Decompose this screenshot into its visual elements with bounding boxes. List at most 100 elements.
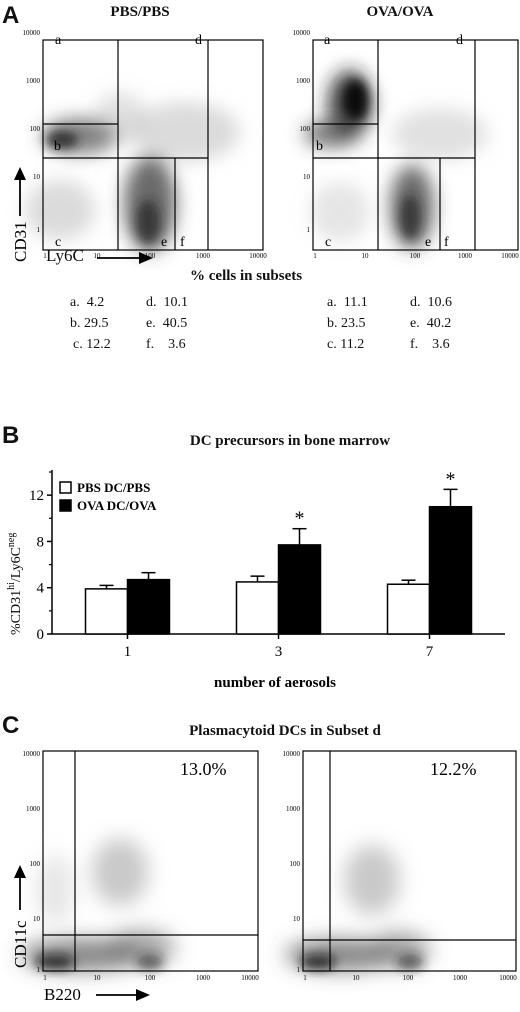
panel-c-xlabel: B220 bbox=[44, 985, 81, 1004]
subsets-title: % cells in subsets bbox=[190, 268, 303, 284]
c-left-ytick: 10000 bbox=[23, 750, 41, 758]
right-subset-col1: a. 11.1 b. 23.5 c. 11.2 bbox=[327, 295, 368, 358]
right-ytick: 10000 bbox=[293, 29, 311, 37]
panel-c-left-plot: 13.0% 10000 1000 100 10 1 1 10 100 1000 … bbox=[20, 750, 259, 982]
left-subset-col1: a. 4.2 b. 29.5 c. 12.2 bbox=[70, 295, 111, 358]
bar-pbs bbox=[235, 581, 280, 635]
c-right-xtick: 10000 bbox=[499, 974, 517, 982]
significance-star: * bbox=[295, 508, 305, 530]
subset-e-value: e. 40.5 bbox=[146, 316, 188, 331]
subset-e-value: e. 40.2 bbox=[410, 316, 452, 331]
c-left-xtick: 10 bbox=[94, 974, 102, 982]
ylabel-part: /Ly6C bbox=[9, 547, 24, 582]
c-left-xtick: 100 bbox=[145, 974, 156, 982]
left-gate-label-a: a bbox=[55, 33, 62, 48]
left-gate-label-c: c bbox=[55, 235, 61, 250]
panel-c-flow-plots: 13.0% 10000 1000 100 10 1 1 10 100 1000 … bbox=[11, 750, 518, 1004]
panel-b-letter: B bbox=[2, 422, 20, 449]
left-xtick: 10 bbox=[94, 252, 102, 260]
c-right-ytick: 10000 bbox=[283, 750, 301, 758]
bar-xtick-label: 1 bbox=[124, 644, 132, 660]
right-gate-label-e: e bbox=[425, 235, 431, 250]
bar-legend: PBS DC/PBS OVA DC/OVA bbox=[59, 480, 157, 513]
left-gate-label-e: e bbox=[161, 235, 167, 250]
right-ytick: 100 bbox=[300, 125, 311, 133]
panel-c-letter: C bbox=[2, 712, 20, 739]
panel-c-title: Plasmacytoid DCs in Subset d bbox=[189, 723, 381, 739]
ylabel-sup-neg: neg bbox=[6, 533, 17, 547]
panel-a-left-plot: a b c d e f 10000 1000 100 10 1 1 10 100… bbox=[23, 29, 268, 260]
subset-d-value: d. 10.6 bbox=[410, 295, 452, 310]
bar-pbs bbox=[84, 588, 129, 635]
c-left-ytick: 100 bbox=[30, 860, 41, 868]
c-right-density bbox=[285, 845, 430, 971]
right-gate-label-c: c bbox=[325, 235, 331, 250]
left-ytick: 10000 bbox=[23, 29, 41, 37]
c-left-xtick: 1000 bbox=[196, 974, 211, 982]
c-left-ytick: 10 bbox=[33, 915, 41, 923]
legend-swatch-pbs bbox=[59, 481, 72, 494]
left-gate-label-f: f bbox=[180, 235, 185, 250]
subset-b-value: b. 23.5 bbox=[327, 316, 366, 331]
ylabel-sup-hi: hi bbox=[6, 582, 17, 590]
left-ytick: 1 bbox=[37, 226, 41, 234]
right-xtick: 10000 bbox=[501, 252, 519, 260]
bar-ova bbox=[428, 505, 473, 635]
bar-pbs bbox=[386, 583, 431, 635]
panel-c-y-arrow bbox=[14, 865, 26, 910]
subset-a-value: a. 4.2 bbox=[70, 295, 105, 310]
c-left-xtick: 1 bbox=[43, 974, 47, 982]
right-plot-frame bbox=[312, 39, 519, 251]
bar-ytick-label: 12 bbox=[29, 488, 44, 504]
c-left-xtick: 10000 bbox=[241, 974, 259, 982]
bar-xtick-label: 7 bbox=[426, 644, 434, 660]
right-xtick: 1000 bbox=[458, 252, 473, 260]
panel-a-right-plot: a b c d e f 10000 1000 100 10 1 1 10 100… bbox=[293, 29, 520, 260]
panel-a-letter: A bbox=[2, 2, 20, 29]
c-left-frame bbox=[42, 750, 259, 972]
panel-a-flow-plots: a b c d e f 10000 1000 100 10 1 1 10 100… bbox=[11, 29, 520, 262]
subset-f-value: f. 3.6 bbox=[146, 337, 186, 352]
right-xtick: 10 bbox=[362, 252, 370, 260]
bar-chart-xlabel: number of aerosols bbox=[214, 675, 336, 690]
bar-ytick-label: 4 bbox=[37, 581, 45, 597]
panel-a-ylabel: CD31 bbox=[11, 221, 30, 262]
left-ytick: 1000 bbox=[26, 77, 41, 85]
left-ytick: 10 bbox=[33, 173, 41, 181]
c-right-percent: 12.2% bbox=[430, 759, 477, 779]
c-left-ytick: 1 bbox=[37, 966, 41, 974]
bar-chart-marks: ** bbox=[84, 468, 473, 635]
panel-a-xlabel: Ly6C bbox=[46, 246, 84, 265]
panel-c-x-arrow bbox=[96, 989, 150, 1001]
left-xtick: 100 bbox=[145, 252, 156, 260]
c-right-xtick: 100 bbox=[403, 974, 414, 982]
c-right-xtick: 1000 bbox=[453, 974, 468, 982]
legend-label-pbs: PBS DC/PBS bbox=[77, 480, 150, 495]
panel-c-right-plot: 12.2% 10000 1000 100 10 1 1 10 100 1000 … bbox=[283, 750, 518, 982]
right-ytick: 10 bbox=[303, 173, 311, 181]
c-right-ytick: 1000 bbox=[286, 805, 301, 813]
c-right-ytick: 1 bbox=[297, 966, 301, 974]
left-subset-col2: d. 10.1 e. 40.5 f. 3.6 bbox=[146, 295, 188, 358]
bar-chart-ylabel: %CD31hi/Ly6Cneg bbox=[6, 533, 24, 635]
left-xtick: 10000 bbox=[249, 252, 267, 260]
bar-ova bbox=[126, 578, 171, 635]
right-gate-label-f: f bbox=[444, 235, 449, 250]
c-right-ytick: 100 bbox=[290, 860, 301, 868]
c-left-percent: 13.0% bbox=[180, 759, 227, 779]
left-gate-label-d: d bbox=[195, 33, 202, 48]
subset-f-value: f. 3.6 bbox=[410, 337, 450, 352]
c-right-ytick: 10 bbox=[293, 915, 301, 923]
subset-b-value: b. 29.5 bbox=[70, 316, 109, 331]
left-xtick: 1 bbox=[43, 252, 47, 260]
panel-c-ylabel: CD11c bbox=[11, 920, 30, 968]
left-plot-frame bbox=[42, 39, 264, 251]
right-gate-label-d: d bbox=[456, 33, 463, 48]
subset-d-value: d. 10.1 bbox=[146, 295, 188, 310]
right-density-cloud bbox=[304, 70, 488, 249]
panel-a-y-arrow bbox=[14, 167, 26, 216]
bar-ytick-label: 8 bbox=[37, 534, 45, 550]
subset-a-value: a. 11.1 bbox=[327, 295, 368, 310]
right-ytick: 1 bbox=[307, 226, 311, 234]
